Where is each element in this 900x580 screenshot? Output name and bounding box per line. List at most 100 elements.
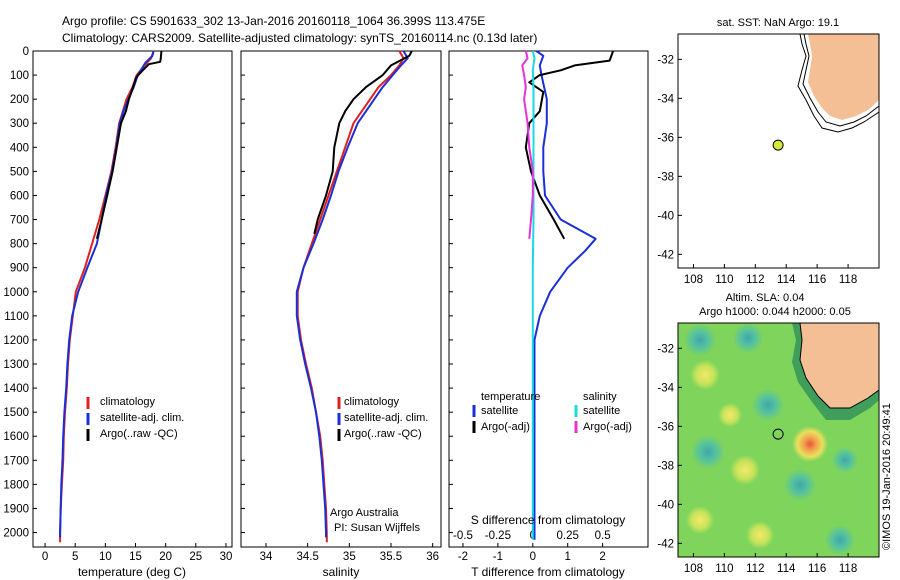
salinity-difference-tick-label: 0.5 <box>595 530 611 542</box>
salinity-lines <box>295 50 413 543</box>
x-tick-label: 35.5 <box>380 551 402 563</box>
depth-tick-label: 200 <box>10 94 29 106</box>
pi-label: PI: Susan Wijffels <box>334 522 420 534</box>
legend-label-sal-argo: Argo(-adj) <box>583 421 632 433</box>
latitude-tick-label: -34 <box>657 93 674 105</box>
sla-low-anomaly <box>784 469 816 501</box>
x-tick-label: 35 <box>343 551 356 563</box>
longitude-tick-label: 112 <box>746 563 764 575</box>
longitude-tick-label: 114 <box>777 563 796 575</box>
temperature-lines <box>59 50 163 543</box>
sla-high-anomaly <box>686 506 714 534</box>
depth-tick-label: 800 <box>10 239 29 251</box>
x-tick-label: 25 <box>189 551 202 563</box>
institution-label: Argo Australia <box>330 507 399 519</box>
sla-low-anomaly <box>684 324 716 356</box>
sla-low-anomaly <box>733 323 763 353</box>
series-line <box>59 50 155 538</box>
sst-map-frame <box>677 33 880 269</box>
legend-label-sal-satellite: satellite <box>583 405 620 417</box>
series-line <box>295 50 409 538</box>
sla-map-frame <box>677 322 880 558</box>
series-line <box>313 50 413 235</box>
legend-label-argo: Argo(..raw -QC) <box>100 428 178 440</box>
x-tick-label: 0 <box>42 551 48 563</box>
salinity-difference-tick-label: -0.25 <box>485 530 511 542</box>
series-line <box>59 50 155 543</box>
temperature-axes-frame <box>32 50 233 548</box>
depth-tick-label: 2000 <box>3 528 29 540</box>
salinity-legend: climatology satellite-adj. clim. Argo(..… <box>337 396 428 441</box>
depth-tick-label: 300 <box>10 118 29 130</box>
legend-label-satellite: satellite-adj. clim. <box>100 412 184 424</box>
depth-tick-label: 1600 <box>3 431 29 443</box>
difference-lines <box>521 50 615 540</box>
sla-latitude-axis: -32 -34 -36 -38 -40 -42 <box>657 343 682 550</box>
latitude-tick-label: -42 <box>657 538 674 550</box>
x-tick-label: 34 <box>260 551 273 563</box>
sla-map-subtitle: Argo h1000: 0.044 h2000: 0.05 <box>699 306 851 318</box>
temperature-legend: climatology satellite-adj. clim. Argo(..… <box>86 396 184 441</box>
sla-longitude-axis: 108 110 112 114 116 118 <box>684 553 857 575</box>
salinity-axis-label: salinity <box>323 565 360 579</box>
longitude-tick-label: 110 <box>715 563 733 575</box>
legend-label-argo: Argo(..raw -QC) <box>344 428 422 440</box>
temperature-difference-axis: -2 -1 0 1 2 <box>458 543 606 563</box>
latitude-tick-label: -40 <box>657 210 674 222</box>
difference-legend: temperature salinity satellite Argo(-adj… <box>472 391 632 433</box>
salinity-axis: 34 34.5 35 35.5 36 <box>260 543 439 563</box>
sst-map-panel: sat. SST: NaN Argo: 19.1 -32 -34 -36 -38 -40… <box>657 17 880 286</box>
sla-high-anomaly <box>690 360 720 390</box>
temperature-axis-label: temperature (deg C) <box>78 565 186 579</box>
x-tick-label: -1 <box>493 551 503 563</box>
longitude-tick-label: 108 <box>684 274 703 286</box>
depth-tick-label: 1800 <box>3 479 29 491</box>
depth-tick-label: 1100 <box>4 311 29 323</box>
depth-tick-label: 1500 <box>3 407 29 419</box>
float-position-marker <box>772 139 784 151</box>
temperature-profile-panel: 0100200300400500600700800900100011001200… <box>3 46 453 579</box>
depth-tick-label: 600 <box>10 190 29 202</box>
depth-tick-label: 700 <box>10 215 29 227</box>
series-line <box>531 50 536 540</box>
longitude-tick-label: 110 <box>715 274 733 286</box>
latitude-tick-label: -36 <box>657 421 674 433</box>
depth-axis: 0 100 200 300 400 500 600 700 800 900 1000 1100 1200… <box>3 46 453 540</box>
salinity-difference-tick-label: -0.5 <box>453 530 473 542</box>
sla-high-anomaly <box>730 455 760 485</box>
sla-high-anomaly <box>746 521 774 549</box>
sla-low-anomaly <box>825 525 855 555</box>
sla-low-anomaly <box>832 447 858 473</box>
depth-tick-label: 1000 <box>3 287 29 299</box>
header-line-2: Climatology: CARS2009. Satellite-adjuste… <box>62 31 537 45</box>
sla-high-anomaly <box>718 403 742 427</box>
legend-label-satellite: satellite-adj. clim. <box>344 412 428 424</box>
longitude-tick-label: 116 <box>808 563 826 575</box>
latitude-tick-label: -32 <box>657 54 674 66</box>
x-tick-label: 0 <box>530 551 536 563</box>
latitude-tick-label: -34 <box>657 382 674 394</box>
x-tick-label: 5 <box>72 551 78 563</box>
x-tick-label: 1 <box>564 551 570 563</box>
x-tick-label: 15 <box>129 551 142 563</box>
depth-tick-label: 500 <box>10 166 29 178</box>
sst-map-title: sat. SST: NaN Argo: 19.1 <box>717 17 839 29</box>
latitude-tick-label: -38 <box>657 171 674 183</box>
sst-longitude-axis: 108 110 112 114 116 118 <box>684 264 857 286</box>
legend-label-temp-argo: Argo(-adj) <box>481 421 530 433</box>
longitude-tick-label: 112 <box>746 274 764 286</box>
sst-map-coast <box>797 34 879 133</box>
longitude-tick-label: 116 <box>808 274 826 286</box>
depth-tick-label: 900 <box>10 263 29 275</box>
salinity-difference-label: S difference from climatology <box>471 513 626 527</box>
legend-label-climatology: climatology <box>100 396 156 408</box>
sst-latitude-axis: -32 -34 -36 -38 -40 -42 <box>657 54 682 261</box>
series-line <box>521 50 534 239</box>
temperature-difference-label: T difference from climatology <box>471 565 625 579</box>
depth-tick-label: 1700 <box>3 455 29 467</box>
x-tick-label: -2 <box>458 551 468 563</box>
x-tick-label: 2 <box>599 551 605 563</box>
sla-low-anomaly <box>752 389 784 421</box>
x-tick-label: 30 <box>220 551 233 563</box>
